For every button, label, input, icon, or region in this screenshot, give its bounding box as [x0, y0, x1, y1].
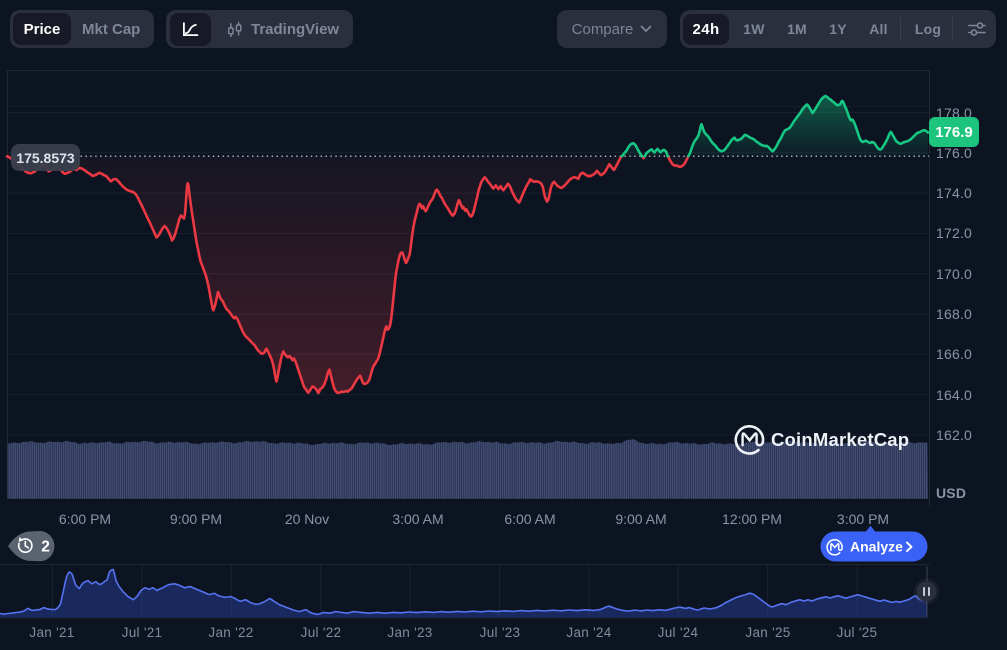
svg-text:Analyze: Analyze [850, 539, 903, 555]
svg-text:2: 2 [41, 538, 50, 555]
